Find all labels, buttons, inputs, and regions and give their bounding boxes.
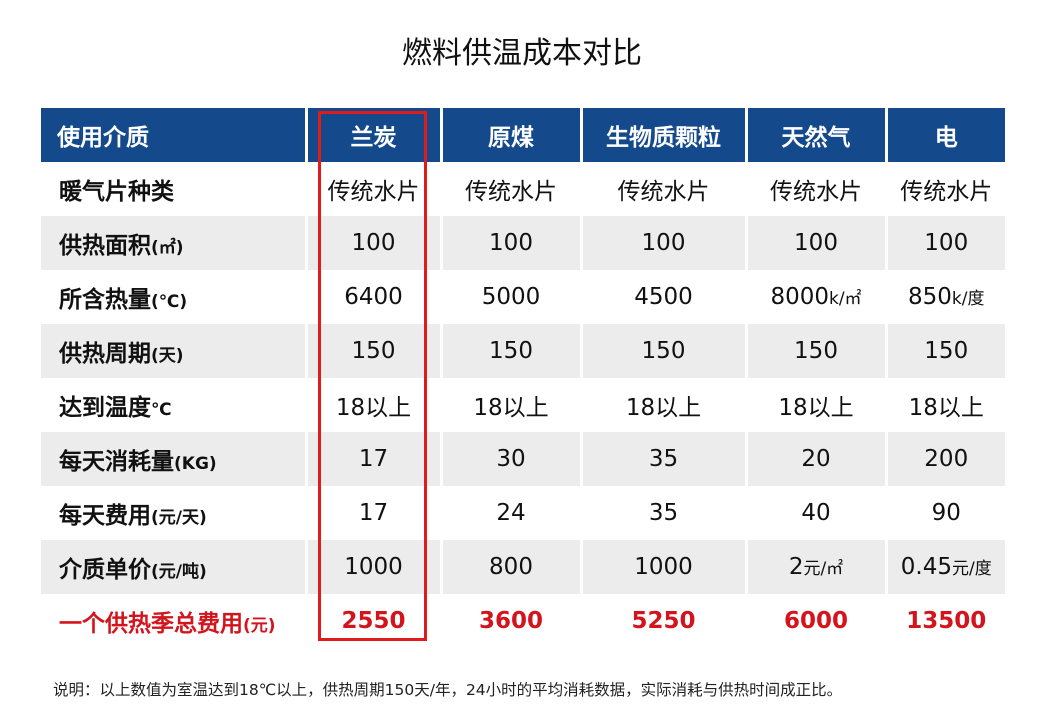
row-label-text: 供热周期 bbox=[59, 341, 151, 367]
table-cell: 30 bbox=[439, 432, 581, 486]
row-label-unit: (元) bbox=[243, 616, 276, 636]
row-label-text: 达到温度 bbox=[59, 395, 151, 421]
table-row: 每天消耗量(KG) 17 30 35 20 200 bbox=[41, 432, 1005, 486]
cell-value: 850 bbox=[908, 284, 952, 310]
header-natural-gas: 天然气 bbox=[744, 108, 886, 162]
table-row: 暖气片种类 传统水片 传统水片 传统水片 传统水片 传统水片 bbox=[41, 162, 1005, 216]
table-cell: 200 bbox=[884, 432, 1005, 486]
table-cell: 传统水片 bbox=[439, 162, 581, 216]
table-cell: 18以上 bbox=[744, 378, 886, 432]
table-cell: 150 bbox=[579, 324, 746, 378]
table-cell: 1000 bbox=[579, 540, 746, 594]
footnote: 说明：以上数值为室温达到18℃以上，供热周期150天/年，24小时的平均消耗数据… bbox=[53, 681, 843, 699]
table-row: 介质单价(元/吨) 1000 800 1000 2元/㎡ 0.45元/度 bbox=[41, 540, 1005, 594]
cell-unit: 元/度 bbox=[951, 559, 992, 579]
total-cell: 5250 bbox=[579, 594, 746, 648]
page-title: 燃料供温成本对比 bbox=[402, 36, 642, 71]
table-cell: 传统水片 bbox=[304, 162, 441, 216]
table-cell: 18以上 bbox=[304, 378, 441, 432]
total-cost-row: 一个供热季总费用(元) 2550 3600 5250 6000 13500 bbox=[41, 594, 1005, 648]
table-cell: 4500 bbox=[579, 270, 746, 324]
table-cell: 150 bbox=[884, 324, 1005, 378]
row-label-text: 每天费用 bbox=[59, 503, 151, 529]
row-label-unit: ℃ bbox=[151, 400, 172, 420]
row-label: 每天费用(元/天) bbox=[41, 486, 306, 540]
table-row: 所含热量(℃) 6400 5000 4500 8000k/㎡ 850k/度 bbox=[41, 270, 1005, 324]
row-label-text: 供热面积 bbox=[59, 233, 151, 259]
row-label-text: 所含热量 bbox=[59, 287, 151, 313]
table-cell: 100 bbox=[304, 216, 441, 270]
row-label: 供热周期(天) bbox=[41, 324, 306, 378]
total-cell: 2550 bbox=[304, 594, 441, 648]
row-label-unit: (元/吨) bbox=[151, 562, 207, 582]
row-label-text: 暖气片种类 bbox=[59, 179, 174, 205]
row-label-unit: (天) bbox=[151, 346, 184, 366]
table-cell: 1000 bbox=[304, 540, 441, 594]
table-cell: 17 bbox=[304, 486, 441, 540]
row-label-text: 每天消耗量 bbox=[59, 449, 174, 475]
table-cell: 150 bbox=[304, 324, 441, 378]
table-header-row: 使用介质 兰炭 原煤 生物质颗粒 天然气 电 bbox=[41, 108, 1005, 162]
header-biomass-pellet: 生物质颗粒 bbox=[579, 108, 746, 162]
row-label-unit: (KG) bbox=[174, 454, 217, 474]
table-cell: 850k/度 bbox=[884, 270, 1005, 324]
table-cell: 20 bbox=[744, 432, 886, 486]
table-cell: 150 bbox=[744, 324, 886, 378]
table-cell: 35 bbox=[579, 486, 746, 540]
table-cell: 8000k/㎡ bbox=[744, 270, 886, 324]
table-cell: 100 bbox=[744, 216, 886, 270]
table-cell: 传统水片 bbox=[884, 162, 1005, 216]
row-label-text: 一个供热季总费用 bbox=[59, 611, 243, 637]
table-cell: 17 bbox=[304, 432, 441, 486]
table-cell: 24 bbox=[439, 486, 581, 540]
fuel-cost-comparison-table: 使用介质 兰炭 原煤 生物质颗粒 天然气 电 暖气片种类 传统水片 传统水片 传… bbox=[41, 108, 1005, 648]
table-row: 每天费用(元/天) 17 24 35 40 90 bbox=[41, 486, 1005, 540]
row-label: 一个供热季总费用(元) bbox=[41, 594, 306, 648]
total-cell: 3600 bbox=[439, 594, 581, 648]
table-cell: 0.45元/度 bbox=[884, 540, 1005, 594]
row-label: 介质单价(元/吨) bbox=[41, 540, 306, 594]
cell-unit: 元/㎡ bbox=[803, 559, 844, 579]
row-label-unit: (℃) bbox=[151, 292, 188, 312]
header-medium: 使用介质 bbox=[41, 108, 306, 162]
row-label: 所含热量(℃) bbox=[41, 270, 306, 324]
cell-unit: k/度 bbox=[951, 289, 985, 309]
table-cell: 800 bbox=[439, 540, 581, 594]
table-cell: 18以上 bbox=[579, 378, 746, 432]
table-cell: 2元/㎡ bbox=[744, 540, 886, 594]
table-row: 达到温度℃ 18以上 18以上 18以上 18以上 18以上 bbox=[41, 378, 1005, 432]
table-cell: 传统水片 bbox=[579, 162, 746, 216]
header-lantan: 兰炭 bbox=[304, 108, 441, 162]
table-cell: 100 bbox=[884, 216, 1005, 270]
table-cell: 100 bbox=[579, 216, 746, 270]
cell-value: 8000 bbox=[770, 284, 829, 310]
row-label: 供热面积(㎡) bbox=[41, 216, 306, 270]
table-cell: 18以上 bbox=[439, 378, 581, 432]
row-label: 每天消耗量(KG) bbox=[41, 432, 306, 486]
cell-unit: k/㎡ bbox=[828, 289, 862, 309]
header-electricity: 电 bbox=[884, 108, 1005, 162]
table-cell: 90 bbox=[884, 486, 1005, 540]
row-label-text: 介质单价 bbox=[59, 557, 151, 583]
table-row: 供热面积(㎡) 100 100 100 100 100 bbox=[41, 216, 1005, 270]
table-cell: 6400 bbox=[304, 270, 441, 324]
row-label: 暖气片种类 bbox=[41, 162, 306, 216]
cell-value: 2 bbox=[788, 554, 804, 580]
header-raw-coal: 原煤 bbox=[439, 108, 581, 162]
row-label-unit: (㎡) bbox=[151, 238, 184, 258]
total-cell: 6000 bbox=[744, 594, 886, 648]
table-row: 供热周期(天) 150 150 150 150 150 bbox=[41, 324, 1005, 378]
table-cell: 40 bbox=[744, 486, 886, 540]
total-cell: 13500 bbox=[884, 594, 1005, 648]
table-cell: 传统水片 bbox=[744, 162, 886, 216]
table-cell: 5000 bbox=[439, 270, 581, 324]
table-cell: 150 bbox=[439, 324, 581, 378]
row-label: 达到温度℃ bbox=[41, 378, 306, 432]
cell-value: 0.45 bbox=[900, 554, 952, 580]
row-label-unit: (元/天) bbox=[151, 508, 207, 528]
table-cell: 35 bbox=[579, 432, 746, 486]
table-cell: 18以上 bbox=[884, 378, 1005, 432]
table-cell: 100 bbox=[439, 216, 581, 270]
